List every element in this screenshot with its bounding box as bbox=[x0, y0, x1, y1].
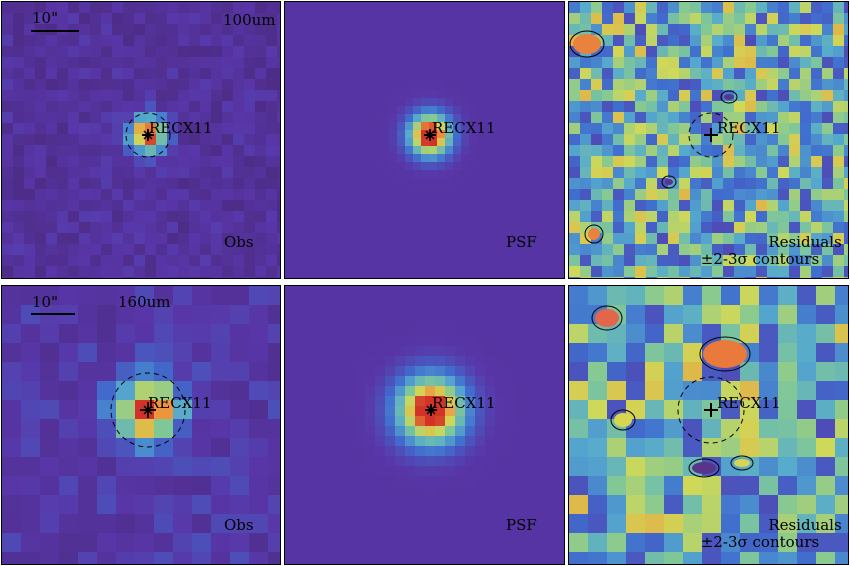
residuals-label: Residuals bbox=[768, 516, 842, 534]
residual-image-100um bbox=[569, 2, 848, 278]
source-label: RECX11 bbox=[432, 119, 496, 137]
panel-160um-residuals: RECX11 Residuals ±2-3σ contours bbox=[568, 285, 849, 565]
scale-label: 10" bbox=[32, 9, 58, 27]
source-label: RECX11 bbox=[717, 394, 781, 412]
residual-image-160um bbox=[569, 286, 848, 564]
obs-image-100um bbox=[2, 2, 280, 278]
psf-image-160um bbox=[285, 286, 564, 564]
source-label: RECX11 bbox=[149, 119, 213, 137]
residuals-label: Residuals bbox=[768, 233, 842, 251]
panel-100um-psf: RECX11 PSF bbox=[284, 1, 565, 279]
band-label: 160um bbox=[118, 293, 171, 311]
obs-image-160um bbox=[2, 286, 280, 564]
source-label: RECX11 bbox=[148, 394, 212, 412]
obs-label: Obs bbox=[224, 516, 254, 534]
psf-image-100um bbox=[285, 2, 564, 278]
band-label: 100um bbox=[223, 11, 276, 29]
obs-label: Obs bbox=[224, 233, 254, 251]
panel-160um-obs: 10" 160um RECX11 Obs bbox=[1, 285, 281, 565]
scale-label: 10" bbox=[32, 293, 58, 311]
scale-bar bbox=[31, 30, 79, 32]
panel-160um-psf: RECX11 PSF bbox=[284, 285, 565, 565]
psf-label: PSF bbox=[506, 516, 537, 534]
contours-label: ±2-3σ contours bbox=[700, 250, 820, 268]
scale-bar bbox=[31, 313, 75, 315]
panel-100um-obs: 10" 100um RECX11 Obs bbox=[1, 1, 281, 279]
source-label: RECX11 bbox=[717, 119, 781, 137]
source-label: RECX11 bbox=[432, 394, 496, 412]
panel-100um-residuals: RECX11 Residuals ±2-3σ contours bbox=[568, 1, 849, 279]
contours-label: ±2-3σ contours bbox=[700, 533, 820, 551]
psf-label: PSF bbox=[506, 233, 537, 251]
